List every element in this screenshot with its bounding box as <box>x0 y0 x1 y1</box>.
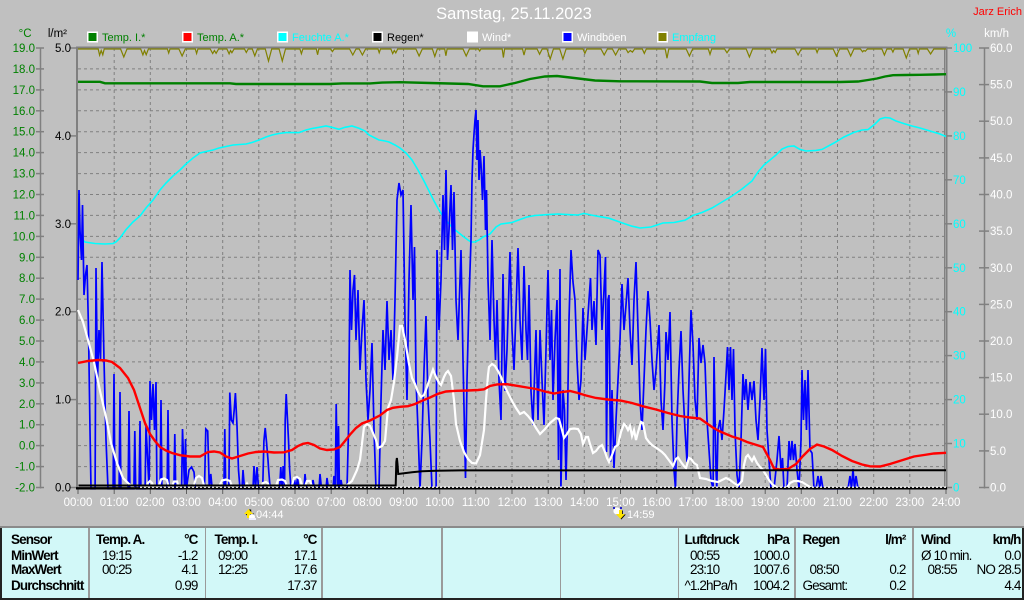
svg-text:0.0: 0.0 <box>990 483 1006 495</box>
svg-text:10: 10 <box>953 439 966 451</box>
svg-text:80: 80 <box>953 131 966 143</box>
svg-text:17:00: 17:00 <box>678 497 707 509</box>
svg-text:3.0: 3.0 <box>19 378 35 390</box>
svg-text:60: 60 <box>953 219 966 231</box>
svg-text:11:00: 11:00 <box>462 497 490 509</box>
svg-text:90: 90 <box>953 87 966 99</box>
svg-text:14:00: 14:00 <box>570 497 599 509</box>
svg-text:20: 20 <box>953 395 966 407</box>
svg-text:5.0: 5.0 <box>19 336 35 348</box>
svg-text:60.0: 60.0 <box>990 43 1012 55</box>
svg-text:13.0: 13.0 <box>13 169 35 181</box>
svg-text:15.0: 15.0 <box>13 127 35 139</box>
svg-text:50: 50 <box>953 263 966 275</box>
svg-text:2.0: 2.0 <box>55 307 71 319</box>
svg-text:Wind*: Wind* <box>482 32 512 44</box>
svg-text:45.0: 45.0 <box>990 153 1012 165</box>
svg-text:Empfang: Empfang <box>672 32 716 44</box>
svg-text:16:00: 16:00 <box>642 497 671 509</box>
svg-text:18:00: 18:00 <box>715 497 744 509</box>
svg-text:5.0: 5.0 <box>55 43 71 55</box>
svg-text:06:00: 06:00 <box>281 497 310 509</box>
svg-text:18.0: 18.0 <box>13 64 35 76</box>
svg-text:50.0: 50.0 <box>990 116 1012 128</box>
svg-text:30.0: 30.0 <box>990 263 1012 275</box>
svg-text:07:00: 07:00 <box>317 497 346 509</box>
svg-text:04:00: 04:00 <box>208 497 237 509</box>
svg-text:40: 40 <box>953 307 966 319</box>
svg-text:Feuchte A.*: Feuchte A.* <box>292 32 350 44</box>
svg-text:11.0: 11.0 <box>13 210 35 222</box>
svg-text:-2.0: -2.0 <box>15 483 35 495</box>
svg-text:%: % <box>946 28 956 40</box>
svg-text:12.0: 12.0 <box>13 190 35 202</box>
svg-text:Temp. I.*: Temp. I.* <box>102 32 146 44</box>
svg-text:2.0: 2.0 <box>19 399 35 411</box>
svg-text:100: 100 <box>953 43 972 55</box>
svg-text:9.0: 9.0 <box>19 252 35 264</box>
svg-text:8.0: 8.0 <box>19 273 35 285</box>
svg-text:00:00: 00:00 <box>64 497 93 509</box>
svg-text:Samstag, 25.11.2023: Samstag, 25.11.2023 <box>436 5 592 23</box>
svg-text:22:00: 22:00 <box>859 497 888 509</box>
svg-text:70: 70 <box>953 175 966 187</box>
svg-text:04:44: 04:44 <box>256 509 284 521</box>
svg-text:l/m²: l/m² <box>48 28 67 40</box>
svg-text:08:00: 08:00 <box>353 497 382 509</box>
svg-text:15.0: 15.0 <box>990 373 1012 385</box>
svg-text:05:00: 05:00 <box>244 497 273 509</box>
svg-text:24:00: 24:00 <box>932 497 961 509</box>
svg-text:23:00: 23:00 <box>895 497 924 509</box>
svg-text:35.0: 35.0 <box>990 226 1012 238</box>
svg-text:19:00: 19:00 <box>751 497 780 509</box>
svg-text:4.0: 4.0 <box>55 131 71 143</box>
svg-text:30: 30 <box>953 351 966 363</box>
svg-text:1.0: 1.0 <box>55 395 71 407</box>
svg-text:0.0: 0.0 <box>19 441 35 453</box>
svg-text:19.0: 19.0 <box>13 43 35 55</box>
svg-text:0: 0 <box>953 483 959 495</box>
svg-text:0.0: 0.0 <box>55 483 71 495</box>
svg-text:10.0: 10.0 <box>990 409 1012 421</box>
svg-text:17.0: 17.0 <box>13 85 35 97</box>
svg-text:5.0: 5.0 <box>990 446 1006 458</box>
svg-text:14.0: 14.0 <box>13 148 35 160</box>
svg-text:15:00: 15:00 <box>606 497 635 509</box>
svg-text:21:00: 21:00 <box>823 497 852 509</box>
svg-text:Windböen: Windböen <box>577 32 627 44</box>
svg-text:20.0: 20.0 <box>990 336 1012 348</box>
svg-text:14:59: 14:59 <box>627 509 655 521</box>
svg-text:20:00: 20:00 <box>787 497 816 509</box>
svg-text:1.0: 1.0 <box>19 420 35 432</box>
svg-text:-1.0: -1.0 <box>15 462 35 474</box>
svg-text:Jarz Erich: Jarz Erich <box>973 6 1022 18</box>
svg-text:10.0: 10.0 <box>13 231 35 243</box>
svg-text:6.0: 6.0 <box>19 315 35 327</box>
svg-text:03:00: 03:00 <box>172 497 201 509</box>
svg-text:km/h: km/h <box>984 28 1009 40</box>
svg-text:13:00: 13:00 <box>534 497 563 509</box>
svg-text:7.0: 7.0 <box>19 294 35 306</box>
svg-text:10:00: 10:00 <box>425 497 454 509</box>
svg-text:09:00: 09:00 <box>389 497 418 509</box>
svg-text:01:00: 01:00 <box>100 497 129 509</box>
svg-text:°C: °C <box>19 28 32 40</box>
svg-text:55.0: 55.0 <box>990 80 1012 92</box>
svg-text:40.0: 40.0 <box>990 190 1012 202</box>
svg-text:3.0: 3.0 <box>55 219 71 231</box>
svg-text:02:00: 02:00 <box>136 497 165 509</box>
svg-text:4.0: 4.0 <box>19 357 35 369</box>
svg-text:25.0: 25.0 <box>990 299 1012 311</box>
svg-text:Regen*: Regen* <box>387 32 424 44</box>
svg-text:16.0: 16.0 <box>13 106 35 118</box>
svg-text:12:00: 12:00 <box>498 497 527 509</box>
svg-text:Temp. A.*: Temp. A.* <box>197 32 245 44</box>
